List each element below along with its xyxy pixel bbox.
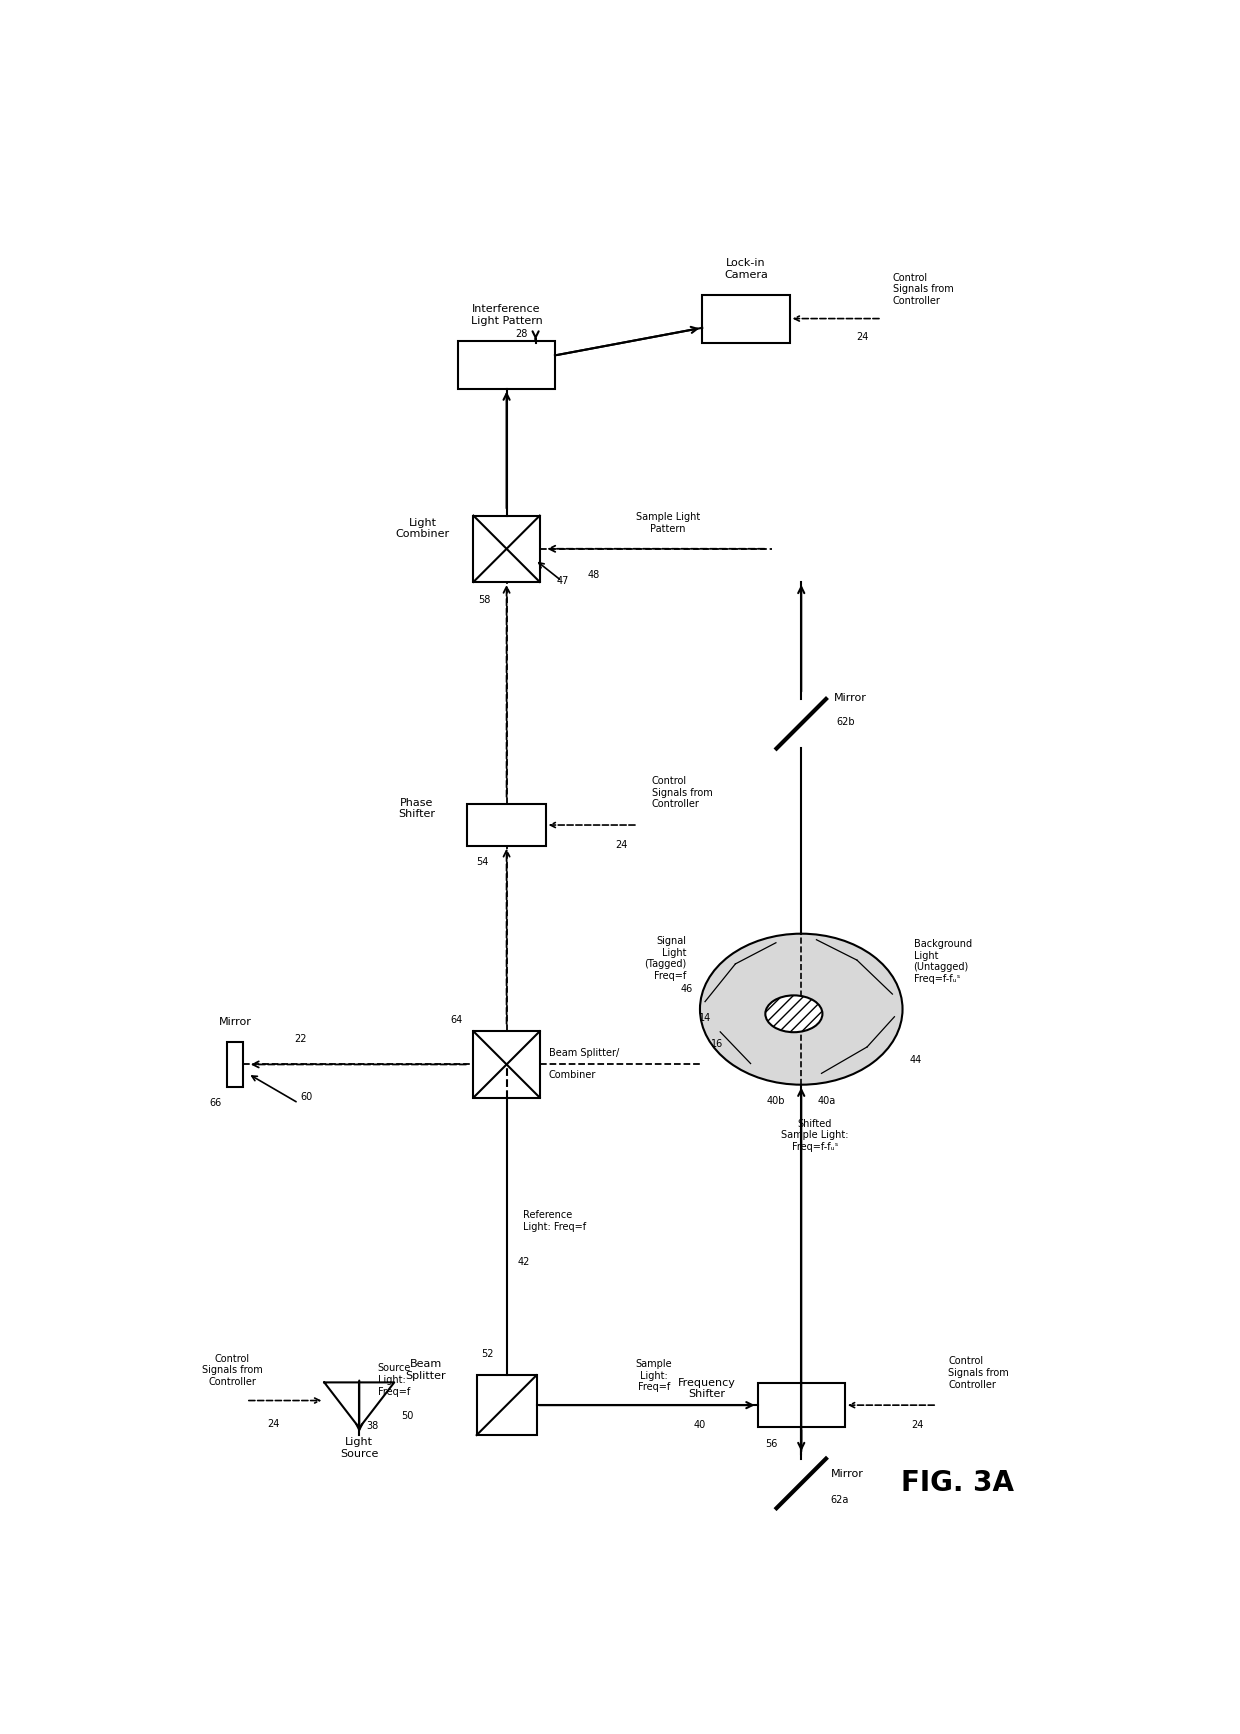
- Text: Control
Signals from
Controller: Control Signals from Controller: [202, 1354, 263, 1387]
- Ellipse shape: [765, 995, 822, 1032]
- Text: 28: 28: [516, 329, 528, 340]
- Text: Reference
Light: Freq=f: Reference Light: Freq=f: [523, 1210, 587, 1231]
- Text: 16: 16: [711, 1039, 723, 1049]
- Text: 22: 22: [294, 1033, 306, 1044]
- Bar: [758, 1384, 844, 1427]
- Text: Control
Signals from
Controller: Control Signals from Controller: [651, 777, 712, 810]
- Text: 64: 64: [450, 1014, 463, 1025]
- Text: Lock-in
Camera: Lock-in Camera: [724, 258, 768, 279]
- Text: 66: 66: [210, 1098, 222, 1108]
- Bar: [459, 340, 556, 388]
- Text: Control
Signals from
Controller: Control Signals from Controller: [949, 1356, 1009, 1389]
- Text: Mirror: Mirror: [833, 694, 867, 702]
- Text: 40: 40: [694, 1420, 706, 1431]
- Text: Signal
Light
(Tagged)
Freq=f: Signal Light (Tagged) Freq=f: [644, 936, 686, 981]
- Text: 24: 24: [911, 1420, 924, 1431]
- Text: 24: 24: [268, 1418, 280, 1429]
- Text: 46: 46: [681, 983, 693, 994]
- Text: Beam Splitter/: Beam Splitter/: [549, 1049, 619, 1058]
- Text: 60: 60: [300, 1092, 312, 1101]
- Text: Interference
Light Pattern: Interference Light Pattern: [471, 303, 542, 326]
- Bar: [474, 1032, 539, 1098]
- Text: Mirror: Mirror: [218, 1018, 252, 1027]
- Text: Frequency
Shifter: Frequency Shifter: [678, 1379, 735, 1399]
- Text: 52: 52: [481, 1349, 494, 1359]
- Text: 24: 24: [615, 841, 627, 850]
- Text: Control
Signals from
Controller: Control Signals from Controller: [893, 272, 954, 305]
- Text: Combiner: Combiner: [549, 1070, 596, 1080]
- Text: Background
Light
(Untagged)
Freq=f-fᵤˢ: Background Light (Untagged) Freq=f-fᵤˢ: [914, 938, 972, 983]
- Text: Shifted
Sample Light:
Freq=f-fᵤˢ: Shifted Sample Light: Freq=f-fᵤˢ: [781, 1118, 849, 1151]
- Text: 50: 50: [402, 1411, 414, 1420]
- Text: Light
Combiner: Light Combiner: [396, 518, 450, 539]
- Text: Sample Light
Pattern: Sample Light Pattern: [636, 512, 699, 534]
- Text: 14: 14: [699, 1013, 711, 1023]
- Text: 40a: 40a: [818, 1096, 836, 1106]
- Text: 48: 48: [588, 569, 600, 579]
- Text: Light
Source: Light Source: [340, 1437, 378, 1458]
- Bar: [467, 805, 546, 846]
- Text: 62b: 62b: [836, 716, 854, 727]
- Ellipse shape: [699, 933, 903, 1085]
- Text: 62a: 62a: [831, 1495, 849, 1505]
- Text: 42: 42: [517, 1257, 529, 1268]
- Bar: [702, 295, 790, 343]
- Text: Source
Light:
Freq=f: Source Light: Freq=f: [378, 1363, 410, 1396]
- Text: 40b: 40b: [766, 1096, 785, 1106]
- Bar: [474, 515, 539, 583]
- Text: FIG. 3A: FIG. 3A: [901, 1469, 1014, 1498]
- Text: 54: 54: [476, 857, 489, 867]
- Bar: [227, 1042, 243, 1087]
- Text: Beam
Splitter: Beam Splitter: [405, 1359, 446, 1380]
- Polygon shape: [325, 1382, 394, 1427]
- Text: Mirror: Mirror: [831, 1469, 863, 1479]
- Text: 24: 24: [856, 331, 868, 342]
- Text: 58: 58: [479, 595, 490, 605]
- Text: Sample
Light:
Freq=f: Sample Light: Freq=f: [636, 1359, 672, 1392]
- Text: 44: 44: [910, 1054, 923, 1065]
- Text: 47: 47: [557, 576, 569, 586]
- Bar: [476, 1375, 537, 1436]
- Text: Phase
Shifter: Phase Shifter: [398, 798, 435, 818]
- Text: 56: 56: [765, 1439, 777, 1450]
- Text: 38: 38: [367, 1420, 379, 1431]
